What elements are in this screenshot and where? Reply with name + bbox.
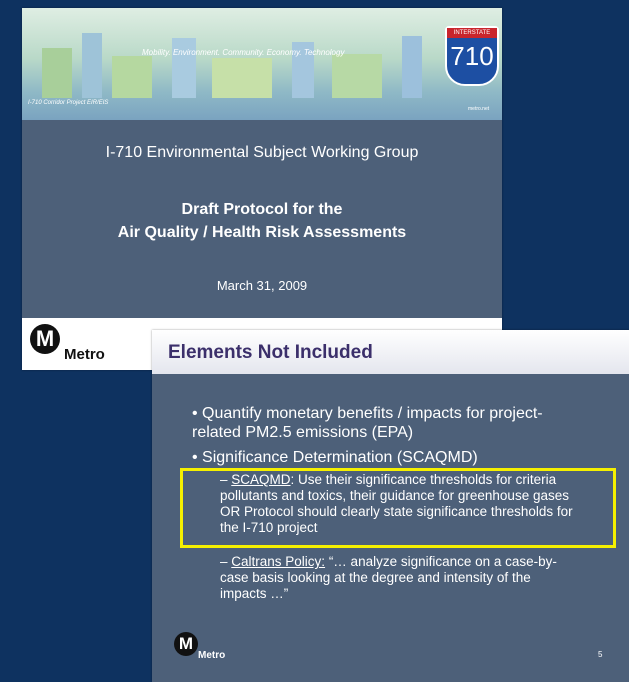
highlight-box — [180, 468, 616, 548]
bullet: • Significance Determination (SCAQMD) — [192, 448, 572, 467]
group-name: I-710 Environmental Subject Working Grou… — [22, 144, 502, 162]
tagline: Mobility. Environment. Community. Econom… — [142, 48, 344, 57]
page-number: 5 — [598, 650, 602, 659]
title-line1: Draft Protocol for the — [22, 201, 502, 219]
slide-1: Mobility. Environment. Community. Econom… — [22, 8, 502, 370]
slide-2: Elements Not Included • Quantify monetar… — [152, 330, 629, 682]
slide-title: Elements Not Included — [168, 342, 373, 364]
logo-text: Metro — [64, 346, 105, 363]
screen: Mobility. Environment. Community. Econom… — [0, 0, 629, 682]
metro-logo: M — [30, 324, 60, 354]
bullet-text: Significance Determination (SCAQMD) — [202, 449, 478, 466]
banner: Mobility. Environment. Community. Econom… — [22, 8, 502, 120]
slide-header: Elements Not Included — [152, 330, 629, 374]
logo-text: Metro — [198, 650, 225, 661]
sub-bullet: – Caltrans Policy: “… analyze significan… — [220, 554, 560, 602]
date: March 31, 2009 — [22, 278, 502, 293]
sub-label: Caltrans Policy: — [231, 554, 325, 569]
shield-number: 710 — [447, 38, 497, 74]
bullet: • Quantify monetary benefits / impacts f… — [192, 404, 572, 442]
bullet-text: Quantify monetary benefits / impacts for… — [192, 405, 543, 441]
site: metro.net — [468, 106, 489, 112]
metro-logo: M — [174, 632, 198, 656]
project-label: I-710 Corridor Project EIR/EIS — [28, 100, 108, 106]
skyline — [22, 28, 502, 98]
shield-top: INTERSTATE — [447, 28, 497, 38]
shield: INTERSTATE 710 — [445, 26, 499, 86]
title-line2: Air Quality / Health Risk Assessments — [22, 224, 502, 242]
